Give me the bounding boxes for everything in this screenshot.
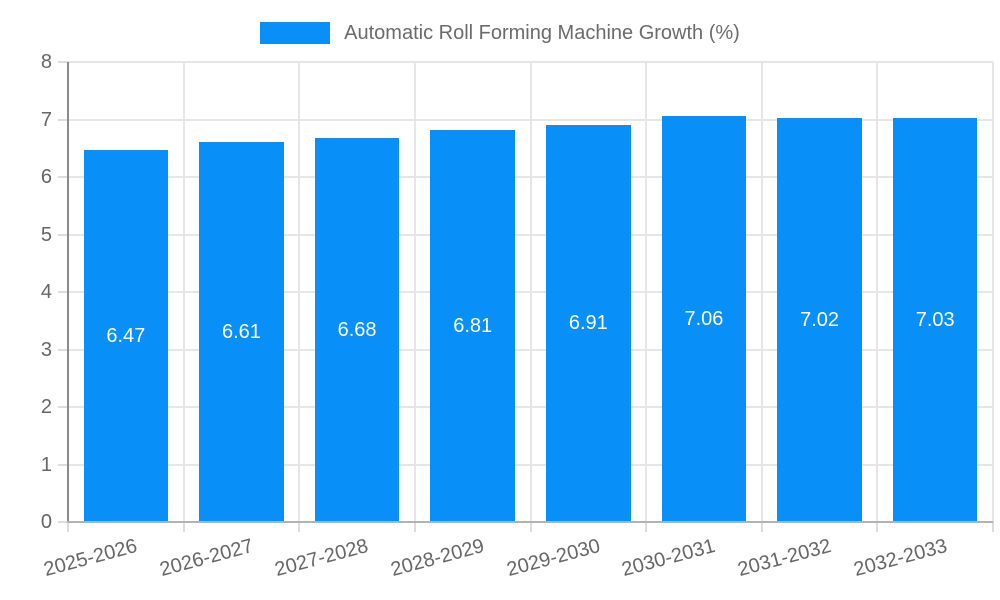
x-tick-0: [67, 522, 69, 532]
gridline-x-4: [529, 62, 532, 522]
gridline-x-1: [182, 62, 185, 522]
x-tick-7: [876, 522, 879, 532]
bar-value-label: 6.81: [453, 315, 493, 338]
gridline-x-8: [992, 62, 994, 522]
y-tick-6: [58, 176, 68, 178]
y-tick-label-1: 1: [40, 453, 52, 476]
gridline-x-5: [645, 62, 648, 522]
x-tick-label-2032-2033: 2032-2033: [851, 534, 950, 581]
y-tick-label-7: 7: [40, 108, 52, 131]
plot-area: 6.47 6.61 6.68 6.81 6.91 7.06 7.02 7.03: [58, 61, 994, 532]
y-tick-label-4: 4: [40, 281, 52, 303]
y-tick-label-3: 3: [40, 338, 52, 361]
bar-2030-2031[interactable]: [661, 116, 747, 522]
bar-value-label: 6.61: [221, 320, 261, 343]
bar-2026-2027[interactable]: [199, 141, 284, 522]
y-tick-1: [58, 463, 68, 466]
x-tick-label-2031-2032: 2031-2032: [735, 534, 834, 581]
y-tick-5: [58, 233, 68, 236]
legend-label[interactable]: Automatic Roll Forming Machine Growth (%…: [344, 21, 740, 44]
bar-2031-2032[interactable]: [777, 118, 862, 522]
y-tick-label-6: 6: [40, 166, 52, 188]
y-tick-7: [58, 118, 68, 121]
y-axis-line: [67, 62, 69, 522]
y-tick-label-5: 5: [40, 223, 52, 246]
x-tick-label-2029-2030: 2029-2030: [504, 534, 603, 581]
bar-2029-2030[interactable]: [546, 124, 631, 522]
x-tick-8: [992, 522, 994, 532]
bar-value-label: 7.02: [800, 309, 840, 332]
x-tick-1: [182, 522, 185, 532]
x-tick-label-2030-2031: 2030-2031: [619, 534, 718, 581]
bar-2027-2028[interactable]: [314, 137, 400, 522]
y-tick-4: [58, 291, 68, 293]
gridline-x-6: [760, 62, 763, 522]
y-tick-label-0: 0: [40, 511, 52, 533]
bar-2028-2029[interactable]: [430, 130, 515, 522]
x-tick-label-2025-2026: 2025-2026: [41, 534, 140, 581]
y-tick-8: [58, 61, 68, 63]
legend: Automatic Roll Forming Machine Growth (%…: [0, 20, 1000, 46]
y-tick-3: [58, 348, 68, 351]
gridline-x-3: [413, 62, 416, 522]
bar-value-label: 6.47: [106, 324, 146, 347]
x-tick-label-2027-2028: 2027-2028: [272, 534, 372, 581]
y-tick-label-8: 8: [40, 51, 52, 73]
bar-value-label: 7.06: [684, 308, 724, 331]
x-tick-4: [529, 522, 532, 532]
x-tick-5: [645, 522, 648, 532]
gridline-x-2: [298, 62, 301, 522]
legend-swatch-icon[interactable]: [260, 22, 331, 44]
x-axis-line: [67, 521, 993, 523]
x-tick-3: [413, 522, 416, 532]
y-tick-label-2: 2: [40, 396, 52, 418]
x-tick-6: [760, 522, 763, 532]
y-tick-2: [58, 406, 68, 408]
x-tick-2: [298, 522, 301, 532]
bar-value-label: 6.91: [568, 312, 608, 335]
bar-2025-2026[interactable]: [83, 149, 169, 522]
bar-value-label: 6.68: [337, 318, 377, 341]
gridline-x-7: [876, 62, 879, 522]
x-tick-label-2026-2027: 2026-2027: [157, 534, 256, 581]
bar-value-label: 7.03: [915, 308, 955, 331]
bar-2032-2033[interactable]: [892, 117, 978, 522]
x-tick-label-2028-2029: 2028-2029: [388, 534, 487, 581]
y-tick-0: [58, 521, 68, 523]
